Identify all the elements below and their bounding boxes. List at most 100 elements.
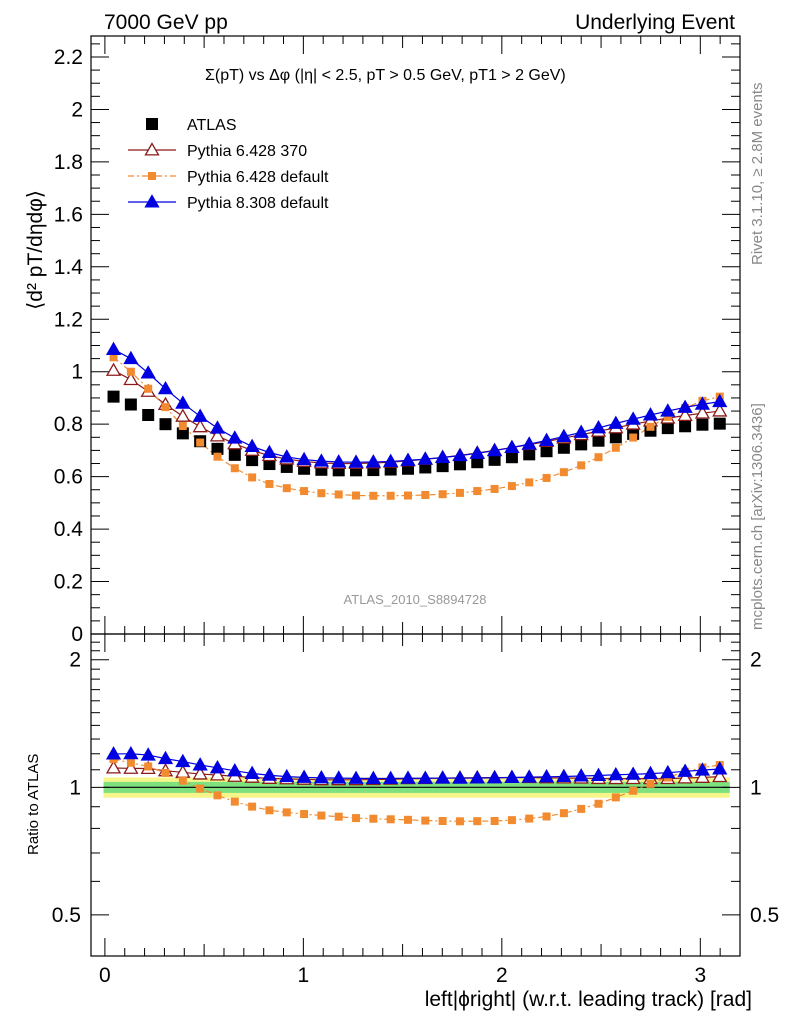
ratio-y-axis: 0.5 0.5 1 1 2 2 [52, 641, 779, 927]
ratio-data-point [473, 817, 482, 826]
ratio-data-point [435, 770, 451, 784]
main-data-point [712, 403, 728, 417]
ratio-data-point [469, 770, 485, 784]
ratio-data-point [230, 797, 239, 806]
legend-label: ATLAS [187, 117, 237, 134]
ratio-data-point [542, 812, 551, 821]
main-data-point [486, 442, 503, 457]
header-left: 7000 GeV pp [104, 11, 228, 34]
main-data-point [525, 478, 534, 487]
main-series-layer [105, 341, 728, 500]
ratio-y-tick-label-left: 0.5 [52, 904, 81, 927]
plot-title: Σ(pT) vs Δφ (|η| < 2.5, pT > 0.5 GeV, pT… [205, 67, 566, 84]
main-data-point [192, 408, 208, 422]
main-data-point [421, 490, 430, 499]
main-y-tick-label: 0.8 [54, 413, 83, 436]
main-data-point [540, 445, 553, 458]
ratio-data-point [365, 770, 381, 784]
main-data-point [629, 433, 638, 442]
main-data-point [403, 491, 412, 500]
ratio-data-point [296, 769, 312, 783]
main-data-point [140, 365, 156, 379]
ratio-data-point [642, 765, 659, 780]
ratio-data-point [694, 762, 711, 776]
main-data-point [400, 452, 416, 466]
main-data-point [556, 428, 572, 443]
ratio-data-point [348, 770, 364, 784]
main-data-point [124, 398, 137, 411]
ratio-data-point [140, 747, 156, 761]
ratio-y-tick-label-right: 0.5 [750, 904, 779, 927]
ratio-data-point [452, 770, 468, 784]
ratio-data-point [248, 802, 257, 811]
legend-marker [144, 142, 160, 156]
ratio-panel: 0.5 0.5 1 1 2 2 0 1 2 3 Ratio to ATLAS left|ϕrig… [25, 633, 779, 1011]
main-data-point [244, 438, 260, 452]
ratio-data-point [369, 814, 378, 823]
ratio-data-point [573, 768, 589, 782]
ratio-data-point [577, 804, 586, 813]
main-data-point [126, 367, 135, 376]
ratio-uncertainty-band [103, 777, 730, 798]
main-panel: 0 0.2 0.4 0.6 0.8 1 1.2 1.4 1.6 1.8 2 2.2 Σ(pT) vs … [24, 35, 741, 646]
ratio-data-point [261, 767, 278, 781]
main-data-point [279, 449, 295, 463]
main-data-point [557, 441, 570, 454]
main-data-point [175, 408, 191, 422]
main-data-point [625, 411, 641, 425]
main-data-point [504, 439, 520, 454]
ratio-data-point [712, 768, 728, 783]
ratio-data-point [400, 770, 416, 784]
main-data-point [609, 431, 622, 444]
main-data-point [331, 454, 347, 468]
main-y-tick-label: 0.4 [54, 518, 84, 541]
main-data-point [157, 380, 174, 395]
legend-marker [144, 194, 160, 208]
main-data-point [592, 434, 605, 447]
main-y-axis: 0 0.2 0.4 0.6 0.8 1 1.2 1.4 1.6 1.8 2 2.2 [54, 43, 740, 646]
main-data-point [521, 436, 537, 450]
ratio-data-point [455, 817, 464, 826]
mcplots-label: mcplots.cern.ch [arXiv:1306.3436] [749, 403, 766, 630]
main-data-point [577, 461, 586, 470]
main-y-tick-label: 1.4 [54, 256, 84, 279]
ratio-data-point [157, 750, 174, 765]
main-data-point [435, 449, 451, 464]
ratio-data-point [126, 758, 135, 767]
main-data-point [144, 384, 153, 393]
ratio-data-point [196, 784, 205, 793]
ratio-data-point [161, 768, 170, 777]
ratio-data-point [559, 809, 568, 818]
ratio-data-point [175, 753, 191, 768]
ratio-data-point [123, 760, 139, 774]
main-data-point [365, 454, 381, 468]
rivet-label: Rivet 3.1.10, ≥ 2.8M events [749, 83, 766, 266]
x-tick-label: 1 [298, 964, 310, 987]
main-data-point [105, 341, 122, 355]
ratio-data-point [608, 766, 624, 781]
ratio-data-point [178, 776, 187, 785]
main-y-tick-label: 0 [71, 623, 83, 646]
ratio-y-tick-label-right: 2 [750, 649, 762, 672]
main-data-point [369, 491, 378, 500]
ratio-data-point [105, 760, 122, 774]
main-data-point [176, 427, 189, 440]
main-data-point [575, 438, 588, 451]
legend: ATLAS Pythia 6.428 370 Pythia 6.428 defaul… [128, 117, 329, 212]
main-data-point [679, 420, 692, 433]
x-axis: 0 1 2 3 [99, 634, 721, 987]
main-data-point [694, 405, 711, 419]
main-data-point [590, 420, 607, 434]
main-data-point [523, 448, 536, 461]
ratio-data-point [590, 767, 607, 782]
ratio-data-point [677, 763, 693, 777]
main-data-point [677, 407, 693, 422]
ratio-data-point [403, 815, 412, 824]
main-y-tick-label: 2.2 [54, 46, 83, 69]
ratio-y-tick-label-left: 2 [69, 649, 81, 672]
ratio-data-point [490, 816, 499, 825]
main-data-point [663, 412, 672, 421]
main-data-point [178, 422, 187, 431]
main-data-point [505, 451, 518, 464]
main-data-point [712, 393, 728, 408]
